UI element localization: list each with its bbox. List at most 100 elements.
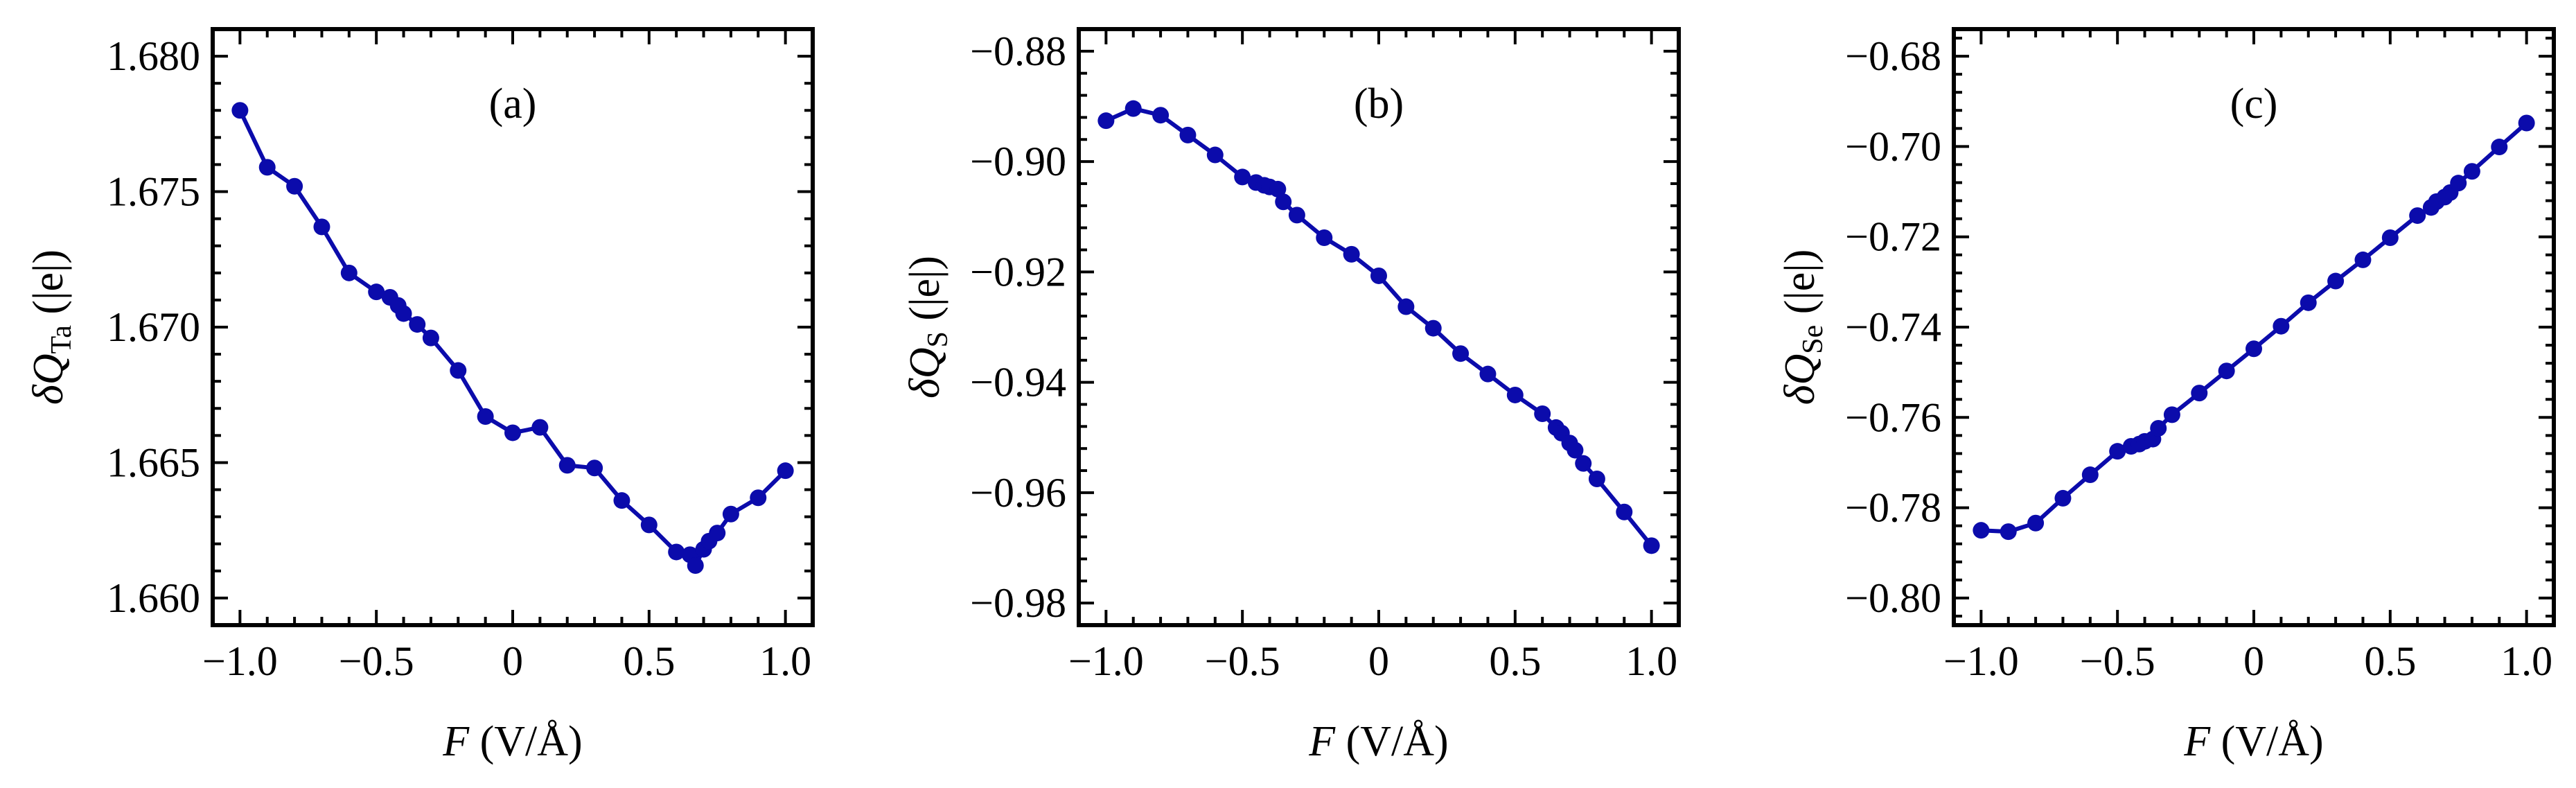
panel-a-data-point	[450, 362, 467, 379]
panel-c-x-tick-label: 0.5	[2364, 638, 2416, 684]
panel-a-data-point	[558, 457, 576, 474]
panel-a-x-axis-var: F	[442, 718, 470, 765]
panel-c-data-point	[2081, 466, 2099, 484]
panel-b-y-tick-label: −0.88	[970, 28, 1066, 74]
panel-a-y-axis-label: δQTa (|e|)	[25, 249, 78, 405]
panel-b-x-tick-label: −0.5	[1205, 638, 1280, 684]
panel-a-x-tick-label: 0.5	[623, 638, 675, 684]
panel-b-data-point	[1152, 107, 1170, 124]
panel-c-y-axis-prefix: δQ	[1776, 354, 1824, 405]
panel-b: −1.0 −0.5 0 0.5 1.0 −0.98 −0.96 −0.94 −0.92 −0.90…	[901, 27, 1681, 765]
panel-c-y-axis-unit: (|e|)	[1776, 249, 1824, 325]
panel-b-x-tick-label: 0	[1368, 638, 1389, 684]
panel-a-data-point	[477, 408, 494, 425]
panel-a-x-tick-label: 0	[502, 638, 523, 684]
panel-a-data-point	[709, 525, 726, 542]
panel-c-y-tick-label: −0.74	[1845, 304, 1941, 350]
panel-c-x-tick-label: −1.0	[1943, 638, 2019, 684]
panel-a-marks: −1.0 −0.5 0 0.5 1.0 1.660 1.665 1.670 1.675 1.680	[107, 28, 814, 684]
panel-a-data-point	[640, 516, 658, 534]
panel-b-frame	[1077, 27, 1681, 627]
panel-b-data-point	[1567, 441, 1584, 459]
panel-a-data-point	[668, 543, 685, 561]
panel-b-y-axis-unit: (|e|)	[901, 256, 949, 331]
panel-c-y-tick-label: −0.78	[1845, 485, 1941, 531]
panel-c-frame	[1952, 27, 2556, 627]
panel-a-data-point	[368, 283, 385, 301]
panel-a-data-point	[409, 316, 426, 333]
panel-c-x-tick-label: 0	[2243, 638, 2264, 684]
panel-a-data-point	[777, 462, 794, 480]
panel-a-data-point	[722, 505, 739, 523]
panel-b-x-axis-unit: (V/Å)	[1335, 718, 1449, 765]
panel-b-data-point	[1616, 503, 1633, 520]
panel-b-data-point	[1124, 100, 1142, 117]
panel-c-data-point	[2000, 523, 2017, 541]
panel-c-y-tick-label: −0.68	[1845, 33, 1941, 79]
panel-a-y-axis-unit: (|e|)	[25, 249, 72, 325]
panel-b-y-tick-label: −0.96	[970, 470, 1066, 516]
panel-c-data-point	[2054, 489, 2072, 507]
panel-a-data-point	[286, 177, 303, 195]
panel-c-marks: −1.0 −0.5 0 0.5 1.0 −0.80 −0.78 −0.76 −0.74 −0.72…	[1845, 29, 2555, 684]
panel-a-data-point	[340, 264, 358, 281]
panel-a-x-axis-unit: (V/Å)	[469, 718, 583, 765]
panel-c-y-tick-label: −0.80	[1845, 575, 1941, 621]
panel-c-y-tick-label: −0.76	[1845, 394, 1941, 440]
panel-a-data-point	[586, 459, 603, 477]
panel-c-data-point	[2381, 229, 2399, 246]
panel-c-x-axis-var: F	[2183, 718, 2211, 765]
panel-c-data-point	[2491, 139, 2508, 156]
panel-a-y-tick-label: 1.675	[107, 169, 200, 215]
panel-c-data-point	[2463, 163, 2480, 180]
panel-c-data-point	[2450, 175, 2467, 192]
panel-a-data-point	[395, 305, 412, 322]
panel-a-data-point	[687, 557, 704, 574]
panel-b-data-point	[1643, 537, 1660, 554]
panel-b-data-point	[1424, 319, 1442, 337]
panel-b-data-point	[1343, 245, 1360, 263]
panel-c-data-point	[2327, 272, 2345, 290]
panel-c-data-point	[2150, 419, 2167, 437]
panel-b-y-tick-label: −0.92	[970, 249, 1066, 295]
panel-c-y-tick-label: −0.72	[1845, 214, 1941, 260]
panel-c-y-tick-label: −0.70	[1845, 123, 1941, 169]
panel-a-y-axis-prefix: δQ	[25, 353, 72, 405]
panel-a-data-point	[258, 159, 276, 176]
panel-b-data-point	[1206, 146, 1224, 164]
panel-a-data-point	[313, 218, 330, 236]
panel-a-y-tick-label: 1.665	[107, 439, 200, 485]
panel-a-x-axis-label: F (V/Å)	[442, 718, 582, 765]
panel-a-x-tick-label: −0.5	[339, 638, 414, 684]
panel-b-x-tick-label: 1.0	[1625, 638, 1677, 684]
panel-c-data-point	[2027, 514, 2045, 532]
panel-b-data-point	[1275, 193, 1292, 211]
panel-a-y-tick-label: 1.680	[107, 33, 200, 79]
panel-c-data-point	[2300, 294, 2317, 311]
panel-a-data-point	[531, 419, 549, 436]
panel-b-label: (b)	[1354, 80, 1404, 128]
panel-b-y-tick-label: −0.94	[970, 360, 1066, 405]
panel-a-y-tick-label: 1.660	[107, 575, 200, 621]
panel-a-y-tick-label: 1.670	[107, 304, 200, 350]
panel-b-data-point	[1097, 112, 1115, 130]
panel-a-data-point	[613, 492, 630, 509]
panel-a-data-point	[231, 102, 249, 119]
panel-b-data-point	[1234, 168, 1251, 186]
panel-b-data-point	[1479, 365, 1497, 383]
panel-a-x-tick-label: −1.0	[202, 638, 278, 684]
panel-c-data-point	[2109, 443, 2126, 460]
panel-c-y-axis-sub: Se	[1797, 325, 1829, 354]
panel-c-data-point	[1973, 522, 1990, 539]
panel-c-data-point	[2163, 406, 2180, 423]
panel-b-data-point	[1269, 180, 1287, 198]
panel-c-data-point	[2354, 251, 2372, 268]
panel-b-x-tick-label: −1.0	[1068, 638, 1144, 684]
panel-b-data-point	[1179, 126, 1197, 143]
panel-a-data-point	[422, 329, 439, 347]
panel-a-label: (a)	[489, 80, 537, 128]
panel-b-x-tick-label: 0.5	[1489, 638, 1541, 684]
panel-c-y-axis-label: δQSe (|e|)	[1776, 249, 1829, 405]
panel-b-data-point	[1452, 345, 1470, 362]
